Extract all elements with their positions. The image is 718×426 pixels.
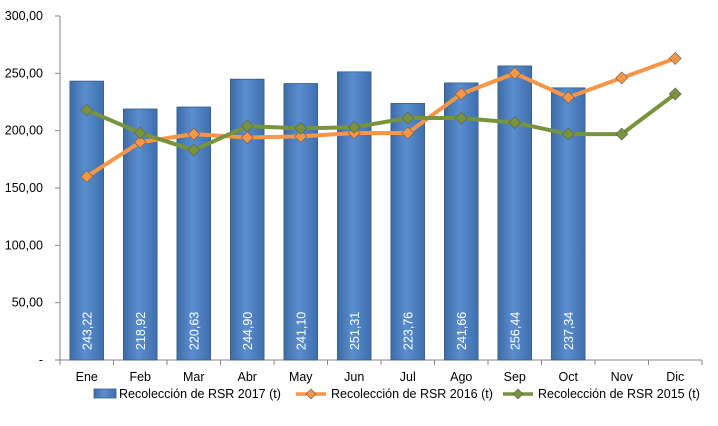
bar-data-label: 241,66	[455, 312, 469, 350]
series-point	[133, 135, 147, 149]
series-point	[240, 131, 254, 144]
series-point	[668, 87, 682, 101]
series-point	[80, 170, 94, 183]
y-tick-label: 50,00	[12, 296, 43, 310]
y-tick-label: 150,00	[5, 181, 43, 195]
bar	[69, 80, 105, 361]
x-tick-label: Jul	[400, 370, 416, 384]
legend-swatch-marker	[305, 388, 317, 400]
legend-label: Recolección de RSR 2015 (t)	[538, 387, 700, 401]
bar	[497, 65, 533, 361]
bar-data-label: 243,22	[80, 312, 94, 350]
legend-swatch-marker	[512, 388, 524, 400]
y-tick-label: 100,00	[5, 238, 43, 252]
bar-data-label: 237,34	[562, 312, 576, 350]
series-point	[615, 71, 629, 85]
bar-data-label: 220,63	[187, 312, 201, 350]
x-axis: Ene Feb Mar Abr May Jun Jul Ago Sep Oct Nov Dic	[59, 359, 703, 384]
series-line	[85, 92, 677, 153]
bar-data-label: 244,90	[241, 312, 255, 350]
legend: Recolección de RSR 2017 (t) Recolección d…	[93, 387, 700, 401]
y-tick-label: 200,00	[5, 124, 43, 138]
x-tick-label: Mar	[183, 370, 205, 384]
series-point	[294, 121, 308, 135]
bar-data-label: 218,92	[134, 312, 148, 350]
series-point	[615, 127, 629, 141]
bar-data-label: 256,44	[508, 312, 522, 350]
bar	[443, 82, 479, 361]
x-tick-label: Ago	[450, 370, 472, 384]
line-series	[80, 52, 682, 183]
y-axis: - 50,00 100,00 150,00 200,00 250,00 300,00	[5, 9, 61, 367]
series-point	[454, 111, 468, 125]
legend-label: Recolección de RSR 2016 (t)	[331, 387, 493, 401]
series-line	[85, 56, 676, 179]
x-tick-label: Feb	[129, 370, 151, 384]
x-tick-label: Dic	[666, 370, 684, 384]
series-point	[347, 120, 361, 134]
bar-data-label: 223,76	[401, 312, 415, 350]
x-tick-label: Abr	[238, 370, 257, 384]
x-tick-label: Sep	[504, 370, 526, 384]
legend-swatch-bar	[93, 388, 117, 399]
bar	[336, 71, 372, 361]
series-point	[454, 87, 468, 101]
series-point	[508, 116, 522, 130]
series-point	[187, 127, 201, 141]
series-point	[668, 52, 682, 65]
legend-label: Recolección de RSR 2017 (t)	[119, 387, 281, 401]
series-point	[133, 126, 147, 140]
x-tick-label: May	[289, 370, 313, 384]
y-tick-label: 250,00	[5, 66, 43, 80]
series-point	[561, 127, 575, 141]
bar-data-label: 251,31	[348, 312, 362, 350]
y-tick-label: -	[39, 353, 43, 367]
x-tick-label: Nov	[611, 370, 634, 384]
y-tick-label: 300,00	[5, 9, 43, 23]
series-point	[401, 126, 415, 140]
series-point	[508, 66, 522, 80]
bar-series: 243,22 218,92 220,63 244,90 241,10 251,31 223,…	[69, 65, 586, 361]
series-point	[561, 90, 575, 104]
x-tick-label: Jun	[344, 370, 364, 384]
series-point	[187, 143, 201, 157]
x-tick-label: Ene	[76, 370, 98, 384]
series-point	[240, 119, 254, 133]
series-point	[294, 129, 308, 143]
series-point	[401, 111, 415, 125]
x-tick-label: Oct	[559, 370, 579, 384]
series-point	[80, 103, 94, 117]
bar	[390, 103, 426, 361]
bar-data-label: 241,10	[294, 312, 308, 350]
